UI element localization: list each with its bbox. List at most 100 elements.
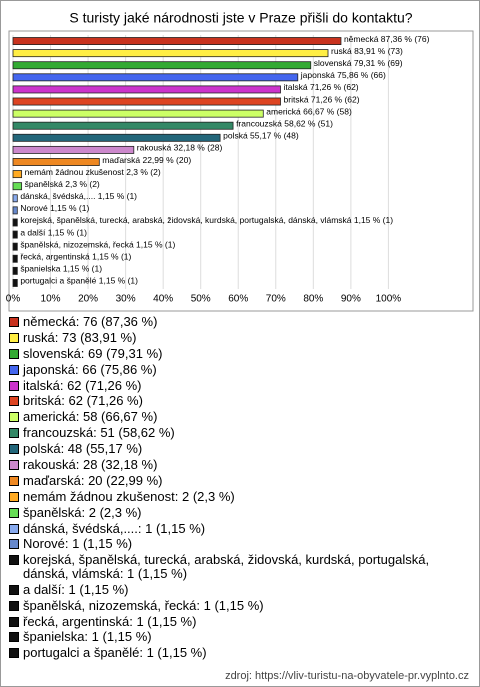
bar: [12, 61, 312, 70]
bar: [12, 206, 18, 215]
bar: [12, 170, 23, 179]
bar: [12, 97, 281, 106]
bar: [12, 133, 221, 142]
legend-item: korejská, španělská, turecká, arabská, ž…: [9, 553, 469, 580]
legend-item: italská: 62 (71,26 %): [9, 379, 469, 393]
legend-label: francouzská: 51 (58,62 %): [23, 425, 175, 441]
legend-item: slovenská: 69 (79,31 %): [9, 347, 469, 361]
data-label: nemám žádnou zkušenost 2,3 % (2): [25, 167, 161, 177]
x-tick-label: 10%: [41, 294, 61, 305]
bar: [12, 158, 100, 166]
data-label: polská 55,17 % (48): [223, 131, 299, 141]
legend-label: španělská, nizozemská, řecká: 1 (1,15 %): [23, 597, 264, 613]
x-tick-label: 80%: [303, 294, 323, 305]
bar: [12, 242, 18, 251]
data-label: korejská, španělská, turecká, arabská, ž…: [20, 215, 393, 225]
chart: S turisty jaké národnosti jste v Praze p…: [6, 10, 474, 312]
legend-label: maďarská: 20 (22,99 %): [23, 472, 163, 488]
legend-item: japonská: 66 (75,86 %): [9, 363, 469, 377]
data-label: Norové 1,15 % (1): [20, 203, 89, 213]
legend-item: ruská: 73 (83,91 %): [9, 331, 469, 345]
legend-swatch: [9, 428, 19, 439]
legend-item: nemám žádnou zkušenost: 2 (2,3 %): [9, 490, 469, 504]
legend-item: německá: 76 (87,36 %): [9, 315, 469, 329]
legend-swatch: [9, 632, 19, 643]
legend-swatch: [9, 539, 19, 550]
bar: [12, 73, 299, 82]
legend-label: portugalci a španělé: 1 (1,15 %): [23, 645, 207, 661]
legend-label: španělská: 2 (2,3 %): [23, 504, 142, 520]
x-tick-label: 90%: [341, 294, 361, 305]
x-tick-label: 60%: [228, 294, 248, 305]
legend-item: španělská: 2 (2,3 %): [9, 506, 469, 520]
legend-label: dánská, švédská,....: 1 (1,15 %): [23, 520, 206, 536]
legend-label: britská: 62 (71,26 %): [23, 393, 143, 409]
legend-item: rakouská: 28 (32,18 %): [9, 458, 469, 472]
legend-item: americká: 58 (66,67 %): [9, 410, 469, 424]
legend-label: Norové: 1 (1,15 %): [23, 536, 133, 552]
legend-swatch: [9, 396, 19, 407]
data-label: a další 1,15 % (1): [20, 227, 87, 237]
legend-label: řecká, argentinská: 1 (1,15 %): [23, 613, 197, 629]
legend-label: německá: 76 (87,36 %): [23, 314, 158, 329]
legend-item: britská: 62 (71,26 %): [9, 394, 469, 408]
x-tick-label: 20%: [78, 294, 98, 305]
bar: [12, 121, 234, 130]
legend-swatch: [9, 332, 19, 343]
bar: [12, 37, 342, 45]
data-label: americká 66,67 % (58): [266, 106, 352, 116]
x-tick-label: 0%: [6, 294, 21, 305]
data-label: dánská, švédská,.... 1,15 % (1): [20, 191, 137, 201]
legend-swatch: [9, 317, 19, 327]
legend-swatch: [9, 460, 19, 471]
legend-swatch: [9, 412, 19, 423]
legend-label: rakouská: 28 (32,18 %): [23, 457, 158, 473]
chart-frame: [8, 30, 474, 312]
legend-swatch: [9, 491, 19, 502]
legend-label: slovenská: 69 (79,31 %): [23, 345, 163, 361]
legend-item: španělská, nizozemská, řecká: 1 (1,15 %): [9, 599, 469, 613]
bar: [12, 279, 18, 287]
legend-label: španielska: 1 (1,15 %): [23, 629, 152, 645]
bar: [12, 194, 18, 203]
data-label: italská 71,26 % (62): [284, 82, 359, 92]
legend-swatch: [9, 616, 19, 627]
x-tick-label: 100%: [376, 294, 402, 305]
x-tick-label: 30%: [116, 294, 136, 305]
legend-label: a další: 1 (1,15 %): [23, 581, 129, 597]
data-label: rakouská 32,18 % (28): [137, 143, 223, 153]
legend-item: polská: 48 (55,17 %): [9, 442, 469, 456]
bar: [12, 85, 281, 94]
legend-label: ruská: 73 (83,91 %): [23, 329, 137, 345]
data-label: britská 71,26 % (62): [284, 94, 360, 104]
bar: [12, 145, 135, 154]
data-label: portugalci a španělé 1,15 % (1): [20, 276, 138, 286]
data-label: španělská 2,3 % (2): [25, 179, 100, 189]
legend-swatch: [9, 507, 19, 518]
legend-item: Norové: 1 (1,15 %): [9, 537, 469, 551]
legend-item: dánská, švédská,....: 1 (1,15 %): [9, 522, 469, 536]
legend-swatch: [9, 364, 19, 375]
data-label: slovenská 79,31 % (69): [314, 58, 403, 68]
legend-label: italská: 62 (71,26 %): [23, 377, 142, 393]
legend-swatch: [9, 600, 19, 611]
legend-item: portugalci a španělé: 1 (1,15 %): [9, 646, 469, 660]
data-label: francouzská 58,62 % (51): [236, 118, 333, 128]
legend-item: francouzská: 51 (58,62 %): [9, 426, 469, 440]
legend-swatch: [9, 584, 19, 595]
legend-item: maďarská: 20 (22,99 %): [9, 474, 469, 488]
bar: [12, 182, 23, 191]
legend-swatch: [9, 523, 19, 534]
legend-swatch: [9, 555, 19, 566]
bar: [12, 230, 18, 239]
legend-label: nemám žádnou zkušenost: 2 (2,3 %): [23, 488, 235, 504]
x-tick-label: 50%: [191, 294, 211, 305]
data-label: španielska 1,15 % (1): [20, 264, 102, 274]
legend-swatch: [9, 348, 19, 359]
data-label: maďarská 22,99 % (20): [102, 155, 191, 165]
data-label: německá 87,36 % (76): [344, 34, 430, 44]
legend-swatch: [9, 444, 19, 455]
source: zdroj: https://vliv-turistu-na-obyvatele…: [225, 670, 469, 682]
bar: [12, 266, 18, 275]
